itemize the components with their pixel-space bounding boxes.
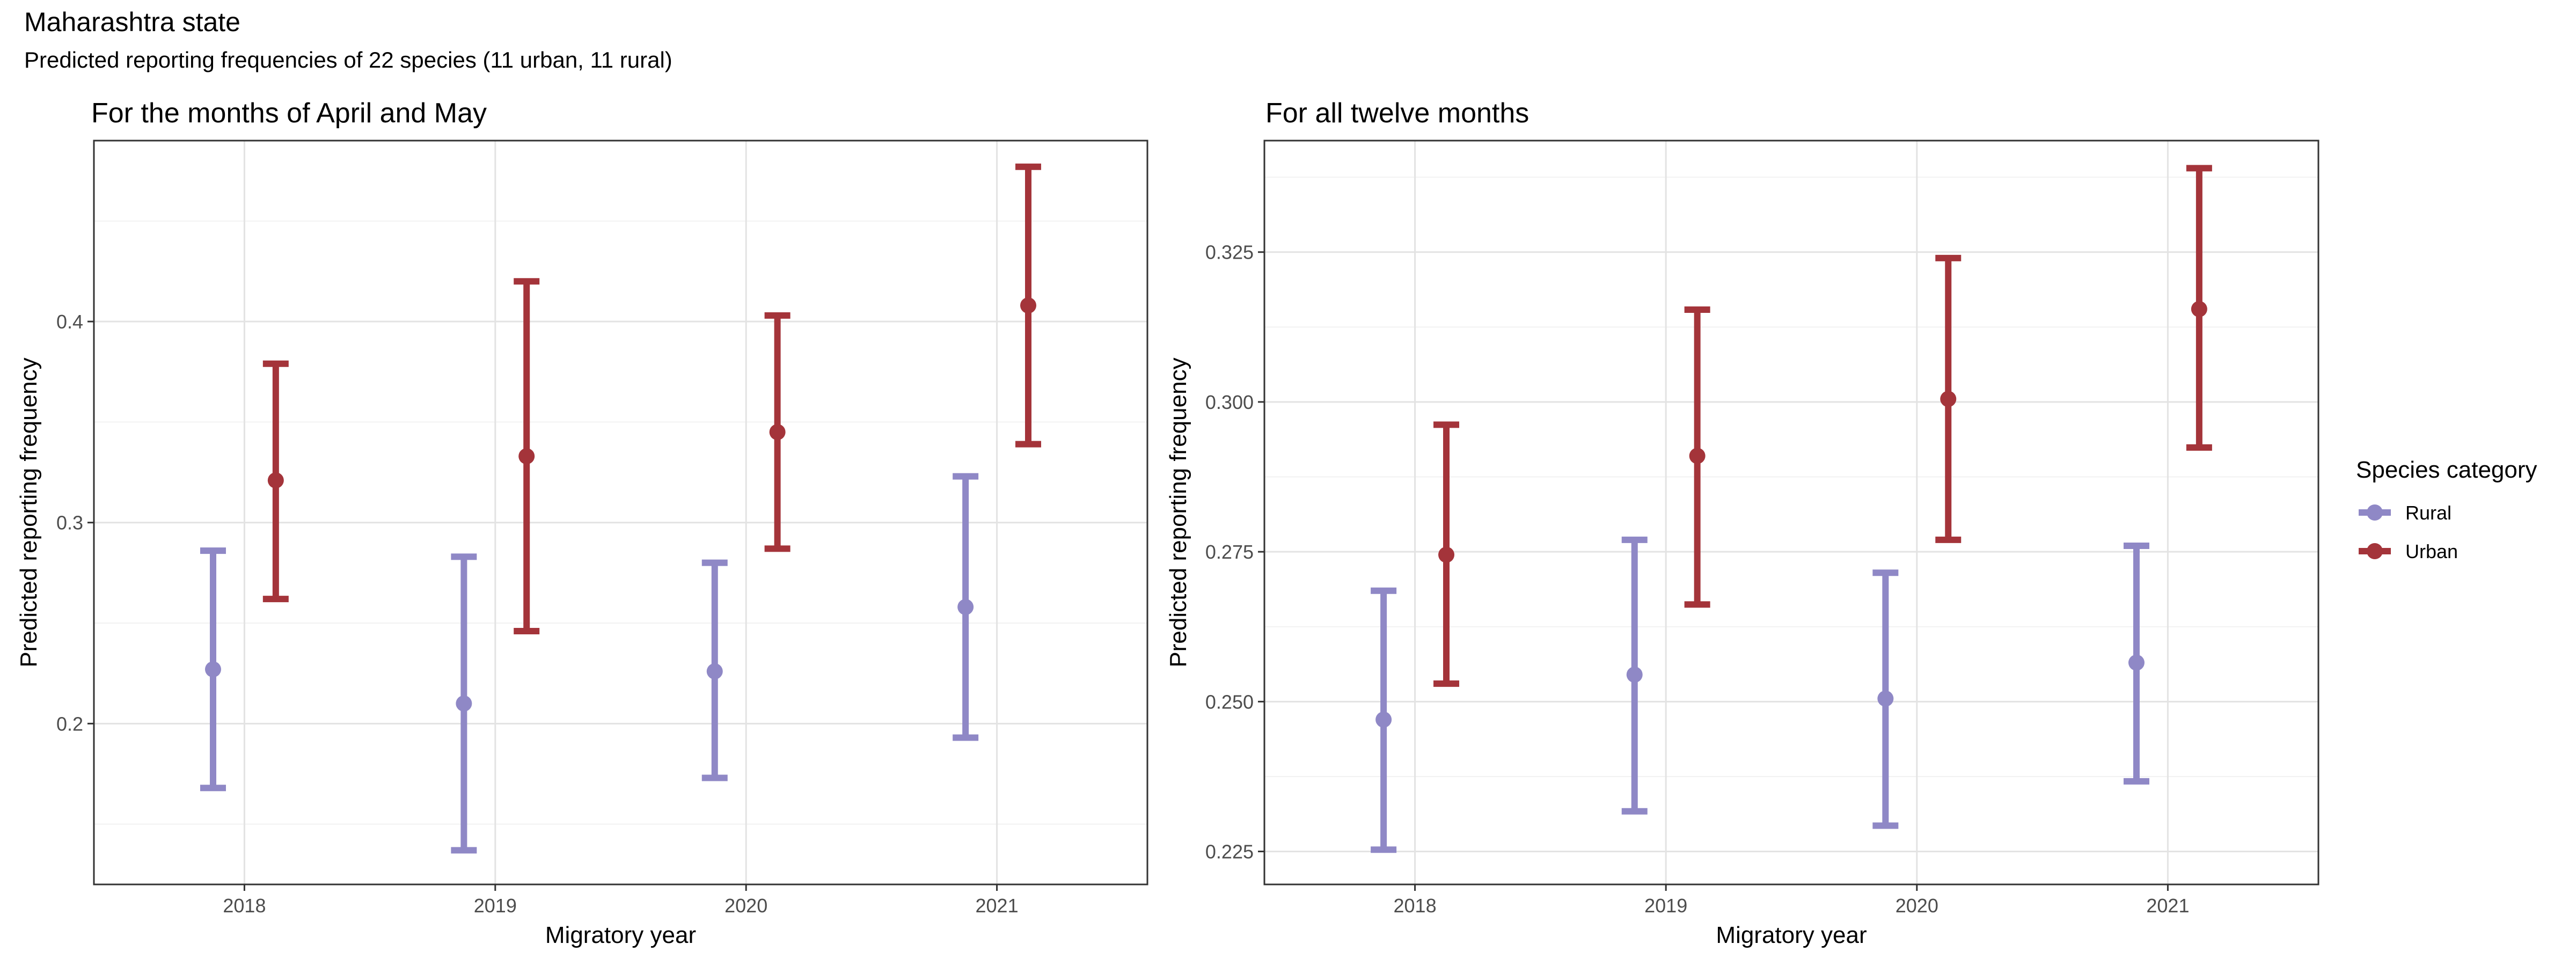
x-axis-label: Migratory year — [1716, 922, 1867, 948]
x-tick-label: 2018 — [223, 895, 266, 917]
panel-border — [93, 140, 1148, 885]
data-point-urban — [1438, 546, 1455, 563]
panel-title: For the months of April and May — [91, 98, 487, 129]
legend-label: Urban — [2405, 540, 2458, 562]
x-tick-label: 2020 — [724, 895, 767, 917]
y-axis-label: Predicted reporting frequency — [1165, 357, 1191, 667]
legend-title: Species category — [2356, 457, 2537, 483]
x-tick-label: 2021 — [976, 895, 1019, 917]
y-tick-label: 0.250 — [1205, 691, 1254, 713]
figure-title: Maharashtra state — [24, 7, 240, 37]
y-tick-label: 0.225 — [1205, 841, 1254, 863]
data-point-rural — [1626, 667, 1643, 683]
panel-border — [1263, 140, 2319, 885]
data-point-urban — [1940, 391, 1957, 407]
data-point-rural — [957, 599, 974, 616]
x-tick-label: 2019 — [474, 895, 517, 917]
legend-key-point — [2367, 543, 2383, 559]
data-point-urban — [1020, 297, 1036, 314]
data-point-urban — [267, 472, 284, 489]
data-point-urban — [518, 448, 535, 465]
data-point-rural — [1375, 711, 1392, 728]
panel-title: For all twelve months — [1265, 98, 1529, 129]
x-tick-label: 2021 — [2146, 895, 2189, 917]
legend-key-point — [2367, 504, 2383, 521]
y-tick-label: 0.4 — [56, 311, 83, 333]
x-tick-label: 2020 — [1896, 895, 1938, 917]
y-tick-label: 0.3 — [56, 512, 83, 534]
data-point-rural — [706, 663, 723, 679]
legend-label: Rural — [2405, 502, 2451, 524]
y-axis-label: Predicted reporting frequency — [16, 357, 42, 667]
y-tick-label: 0.325 — [1205, 241, 1254, 264]
x-axis-label: Migratory year — [545, 922, 696, 948]
y-tick-label: 0.2 — [56, 713, 83, 735]
y-tick-label: 0.275 — [1205, 541, 1254, 563]
figure-subtitle: Predicted reporting frequencies of 22 sp… — [24, 47, 672, 72]
data-point-rural — [2128, 654, 2145, 671]
y-tick-label: 0.300 — [1205, 391, 1254, 413]
x-tick-label: 2019 — [1644, 895, 1687, 917]
data-point-rural — [456, 695, 472, 712]
data-point-rural — [1877, 690, 1894, 707]
x-tick-label: 2018 — [1394, 895, 1437, 917]
data-point-urban — [1689, 448, 1706, 464]
data-point-rural — [205, 661, 222, 678]
data-point-urban — [2191, 301, 2207, 317]
data-point-urban — [769, 424, 786, 441]
